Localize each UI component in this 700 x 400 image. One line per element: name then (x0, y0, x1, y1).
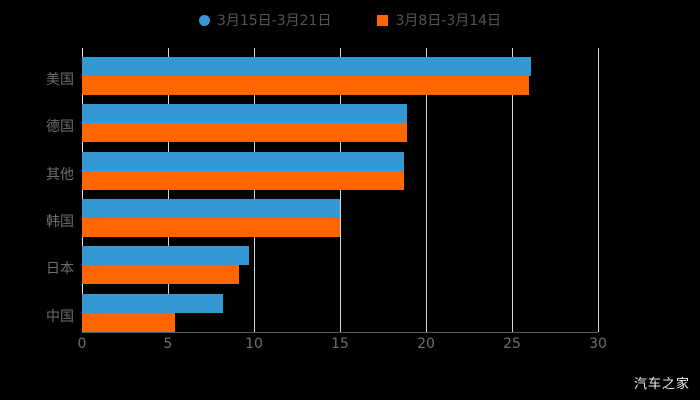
y-axis-label-韩国: 韩国 (46, 214, 74, 230)
legend-label-0: 3月15日-3月21日 (216, 13, 332, 29)
y-axis-label-德国: 德国 (46, 119, 74, 136)
y-axis-label-美国: 美国 (46, 72, 74, 88)
bar-德国-3月15日-3月21日[interactable] (82, 104, 408, 124)
gridline-20 (426, 48, 427, 332)
x-axis-labels: 0 5 10 15 20 25 30 (0, 336, 700, 358)
bar-中国-3月8日-3月14日[interactable] (82, 312, 175, 332)
gridline-0 (82, 48, 83, 332)
bar-其他-3月8日-3月14日[interactable] (82, 170, 404, 190)
x-axis-tick-15: 15 (331, 336, 349, 352)
y-axis-label-其他: 其他 (46, 166, 74, 183)
bar-美国-3月8日-3月14日[interactable] (82, 76, 530, 95)
x-axis-tick-5: 5 (163, 336, 173, 352)
watermark: 汽车之家 (633, 377, 690, 392)
bar-日本-3月15日-3月21日[interactable] (82, 246, 249, 266)
gridline-5 (168, 48, 169, 332)
x-axis-line (82, 332, 598, 333)
y-axis-labels: 美国德国其他韩国日本中国 (0, 48, 74, 332)
bar-日本-3月8日-3月14日[interactable] (82, 265, 239, 285)
bar-其他-3月15日-3月21日[interactable] (82, 151, 404, 171)
x-axis-tick-25: 25 (503, 336, 521, 352)
plot-area (82, 48, 599, 332)
gridline-15 (340, 48, 341, 332)
legend-label-1: 3月8日-3月14日 (395, 13, 502, 29)
bar-韩国-3月8日-3月14日[interactable] (82, 218, 340, 237)
x-axis-tick-20: 20 (417, 336, 435, 352)
bar-韩国-3月15日-3月21日[interactable] (82, 199, 340, 218)
square-marker-icon (377, 14, 389, 26)
bar-德国-3月8日-3月14日[interactable] (82, 123, 408, 143)
y-axis-label-日本: 日本 (46, 261, 74, 278)
x-axis-tick-30: 30 (589, 336, 607, 352)
gridline-25 (512, 48, 513, 332)
circle-marker-icon (198, 14, 210, 26)
legend-item-0[interactable]: 3月15日-3月21日 (198, 10, 332, 30)
x-axis-tick-0: 0 (77, 336, 87, 352)
gridline-10 (254, 48, 255, 332)
bar-美国-3月15日-3月21日[interactable] (82, 57, 531, 76)
gridline-30 (598, 48, 599, 332)
y-axis-label-中国: 中国 (46, 308, 74, 325)
legend-item-1[interactable]: 3月8日-3月14日 (377, 10, 501, 30)
chart-legend: 3月15日-3月21日 3月8日-3月14日 (0, 8, 700, 32)
bar-中国-3月15日-3月21日[interactable] (82, 293, 224, 313)
x-axis-tick-10: 10 (245, 336, 263, 352)
